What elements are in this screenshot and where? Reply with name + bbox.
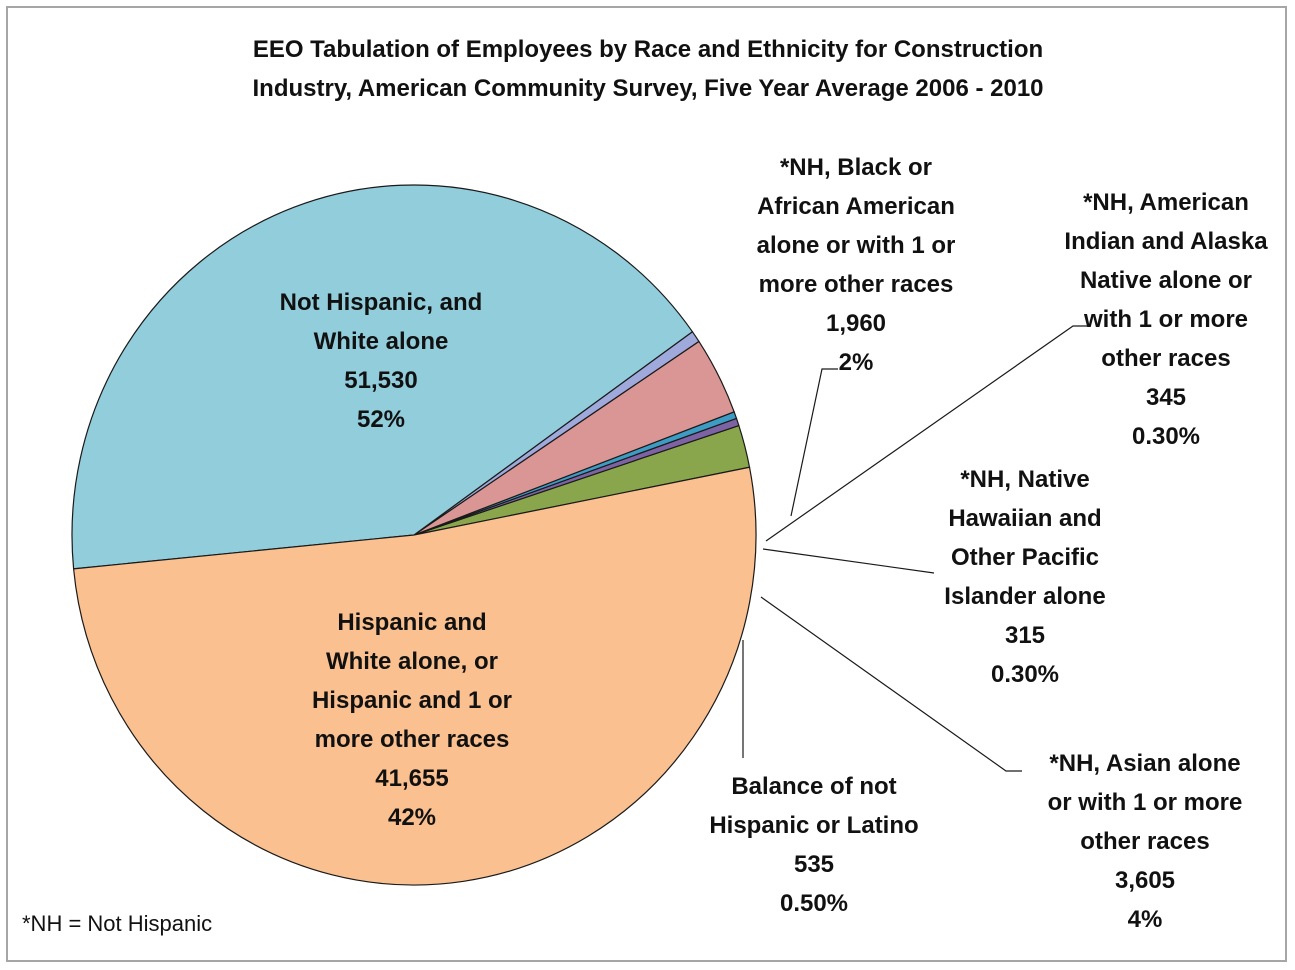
leader-lines — [742, 325, 1090, 772]
slice-label-line: Hispanic or Latino — [709, 812, 918, 839]
slice-label-line: or with 1 or more — [1048, 789, 1243, 816]
slice-label-line: *NH, Asian alone — [1049, 750, 1240, 777]
slice-value-label: 51,530 — [344, 367, 417, 394]
slice-label-line: alone or with 1 or — [757, 232, 956, 259]
slice-label-line: Hispanic and 1 or — [312, 687, 512, 714]
slice-percent-label: 0.30% — [991, 661, 1059, 688]
slice-value-label: 3,605 — [1115, 867, 1175, 894]
slice-label-line: Indian and Alaska — [1064, 228, 1268, 255]
slice-label-line: African American — [757, 193, 955, 220]
slice-label-line: more other races — [315, 726, 510, 753]
chart-title: EEO Tabulation of Employees by Race and … — [252, 36, 1043, 102]
pie-slice — [72, 466, 757, 886]
slice-label-line: White alone — [314, 328, 449, 355]
slice-label-line: Islander alone — [944, 583, 1105, 610]
slice-label-line: *NH, Native — [960, 466, 1089, 493]
slice-percent-label: 0.50% — [780, 890, 848, 917]
slice-labels: *NH, Black or African American alone or wi… — [280, 154, 1269, 933]
slice-value-label: 1,960 — [826, 310, 886, 337]
slice-value-label: 535 — [794, 851, 834, 878]
slice-value-label: 345 — [1146, 384, 1186, 411]
slice-percent-label: 52% — [357, 406, 405, 433]
leader-line — [762, 548, 935, 574]
slice-percent-label: 2% — [839, 349, 874, 376]
slice-label-line: *NH, Black or — [780, 154, 932, 181]
leader-line — [790, 368, 838, 517]
slice-label-line: Native alone or — [1080, 267, 1252, 294]
slice-label-line: Not Hispanic, and — [280, 289, 483, 316]
slice-percent-label: 4% — [1128, 906, 1163, 933]
slice-label-line: more other races — [759, 271, 954, 298]
slice-label-line: other races — [1080, 828, 1209, 855]
slice-label-line: White alone, or — [326, 648, 498, 675]
slice-label-line: with 1 or more — [1083, 306, 1248, 333]
pie-slice — [71, 184, 694, 570]
footnote: *NH = Not Hispanic — [22, 911, 212, 936]
slice-label-line: other races — [1101, 345, 1230, 372]
slice-label-line: *NH, American — [1083, 189, 1249, 216]
slice-value-label: 41,655 — [375, 765, 448, 792]
slice-label-line: Balance of not — [731, 773, 896, 800]
slice-percent-label: 42% — [388, 804, 436, 831]
slice-label-line: Other Pacific — [951, 544, 1099, 571]
slice-label-line: Hispanic and — [337, 609, 486, 636]
slice-percent-label: 0.30% — [1132, 423, 1200, 450]
slice-label-line: Hawaiian and — [948, 505, 1101, 532]
chart-title-line: EEO Tabulation of Employees by Race and … — [253, 36, 1043, 63]
chart-title-line: Industry, American Community Survey, Fiv… — [252, 75, 1043, 102]
leader-line — [765, 325, 1090, 542]
slice-value-label: 315 — [1005, 622, 1045, 649]
pie-slices — [71, 184, 757, 886]
leader-line — [760, 596, 1022, 772]
